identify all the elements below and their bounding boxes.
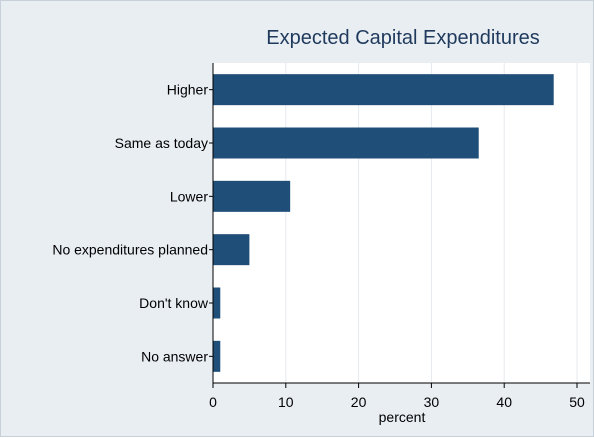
category-label: No expenditures planned (52, 242, 208, 258)
category-label: Don't know (139, 295, 209, 311)
x-tick-label: 20 (351, 394, 367, 410)
plot-area (213, 63, 590, 383)
bar-layer (213, 74, 554, 372)
grid-layer (285, 63, 578, 383)
bar (213, 74, 554, 106)
category-label: Lower (170, 188, 208, 204)
bar (213, 287, 221, 319)
x-axis-title: percent (379, 409, 426, 425)
axis-layer: 0 10 20 30 40 50 Higher Same as today Lower No ex… (52, 63, 590, 410)
x-tick-label: 30 (424, 394, 440, 410)
x-tick-label: 0 (209, 394, 217, 410)
category-label: Higher (167, 82, 209, 98)
bar (213, 340, 221, 372)
bar (213, 127, 479, 159)
chart-title: Expected Capital Expenditures (266, 27, 540, 49)
x-tick-label: 10 (278, 394, 294, 410)
bar (213, 180, 291, 212)
x-tick-label: 40 (496, 394, 512, 410)
category-label: Same as today (115, 135, 208, 151)
category-label: No answer (141, 348, 208, 364)
bar (213, 234, 250, 266)
x-tick-label: 50 (569, 394, 585, 410)
